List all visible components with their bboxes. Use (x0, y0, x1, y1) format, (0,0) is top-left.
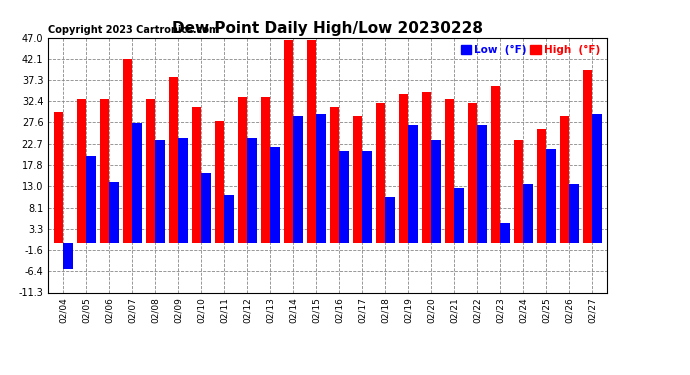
Bar (54, 112, 63, 243)
Bar (316, 114, 326, 243)
Bar (155, 140, 165, 243)
Bar (431, 140, 441, 243)
Bar (546, 149, 556, 243)
Bar (293, 116, 303, 243)
Bar (353, 116, 362, 243)
Bar (422, 92, 431, 243)
Bar (306, 40, 316, 243)
Bar (86, 156, 96, 243)
Bar (375, 103, 385, 243)
Bar (491, 86, 500, 243)
Legend: Low  (°F), High  (°F): Low (°F), High (°F) (459, 43, 602, 57)
Bar (109, 182, 119, 243)
Bar (132, 123, 142, 243)
Bar (270, 147, 280, 243)
Bar (146, 99, 155, 243)
Bar (261, 96, 270, 243)
Bar (582, 70, 592, 243)
Bar (123, 59, 132, 243)
Bar (247, 138, 257, 243)
Bar (569, 184, 579, 243)
Bar (237, 96, 247, 243)
Bar (339, 151, 349, 243)
Bar (178, 138, 188, 243)
Bar (523, 184, 533, 243)
Bar (201, 173, 211, 243)
Bar (63, 243, 73, 269)
Bar (468, 103, 477, 243)
Bar (385, 197, 395, 243)
Bar (224, 195, 234, 243)
Bar (284, 40, 293, 243)
Bar (560, 116, 569, 243)
Bar (454, 188, 464, 243)
Bar (215, 121, 224, 243)
Bar (537, 129, 546, 243)
Bar (168, 77, 178, 243)
Bar (592, 114, 602, 243)
Bar (444, 99, 454, 243)
Bar (330, 108, 339, 243)
Bar (500, 224, 510, 243)
Text: Copyright 2023 Cartronics.com: Copyright 2023 Cartronics.com (48, 25, 219, 35)
Bar (77, 99, 86, 243)
Bar (513, 140, 523, 243)
Bar (99, 99, 109, 243)
Bar (477, 125, 487, 243)
Bar (192, 108, 201, 243)
Bar (399, 94, 408, 243)
Bar (408, 125, 418, 243)
Title: Dew Point Daily High/Low 20230228: Dew Point Daily High/Low 20230228 (172, 21, 483, 36)
Bar (362, 151, 372, 243)
